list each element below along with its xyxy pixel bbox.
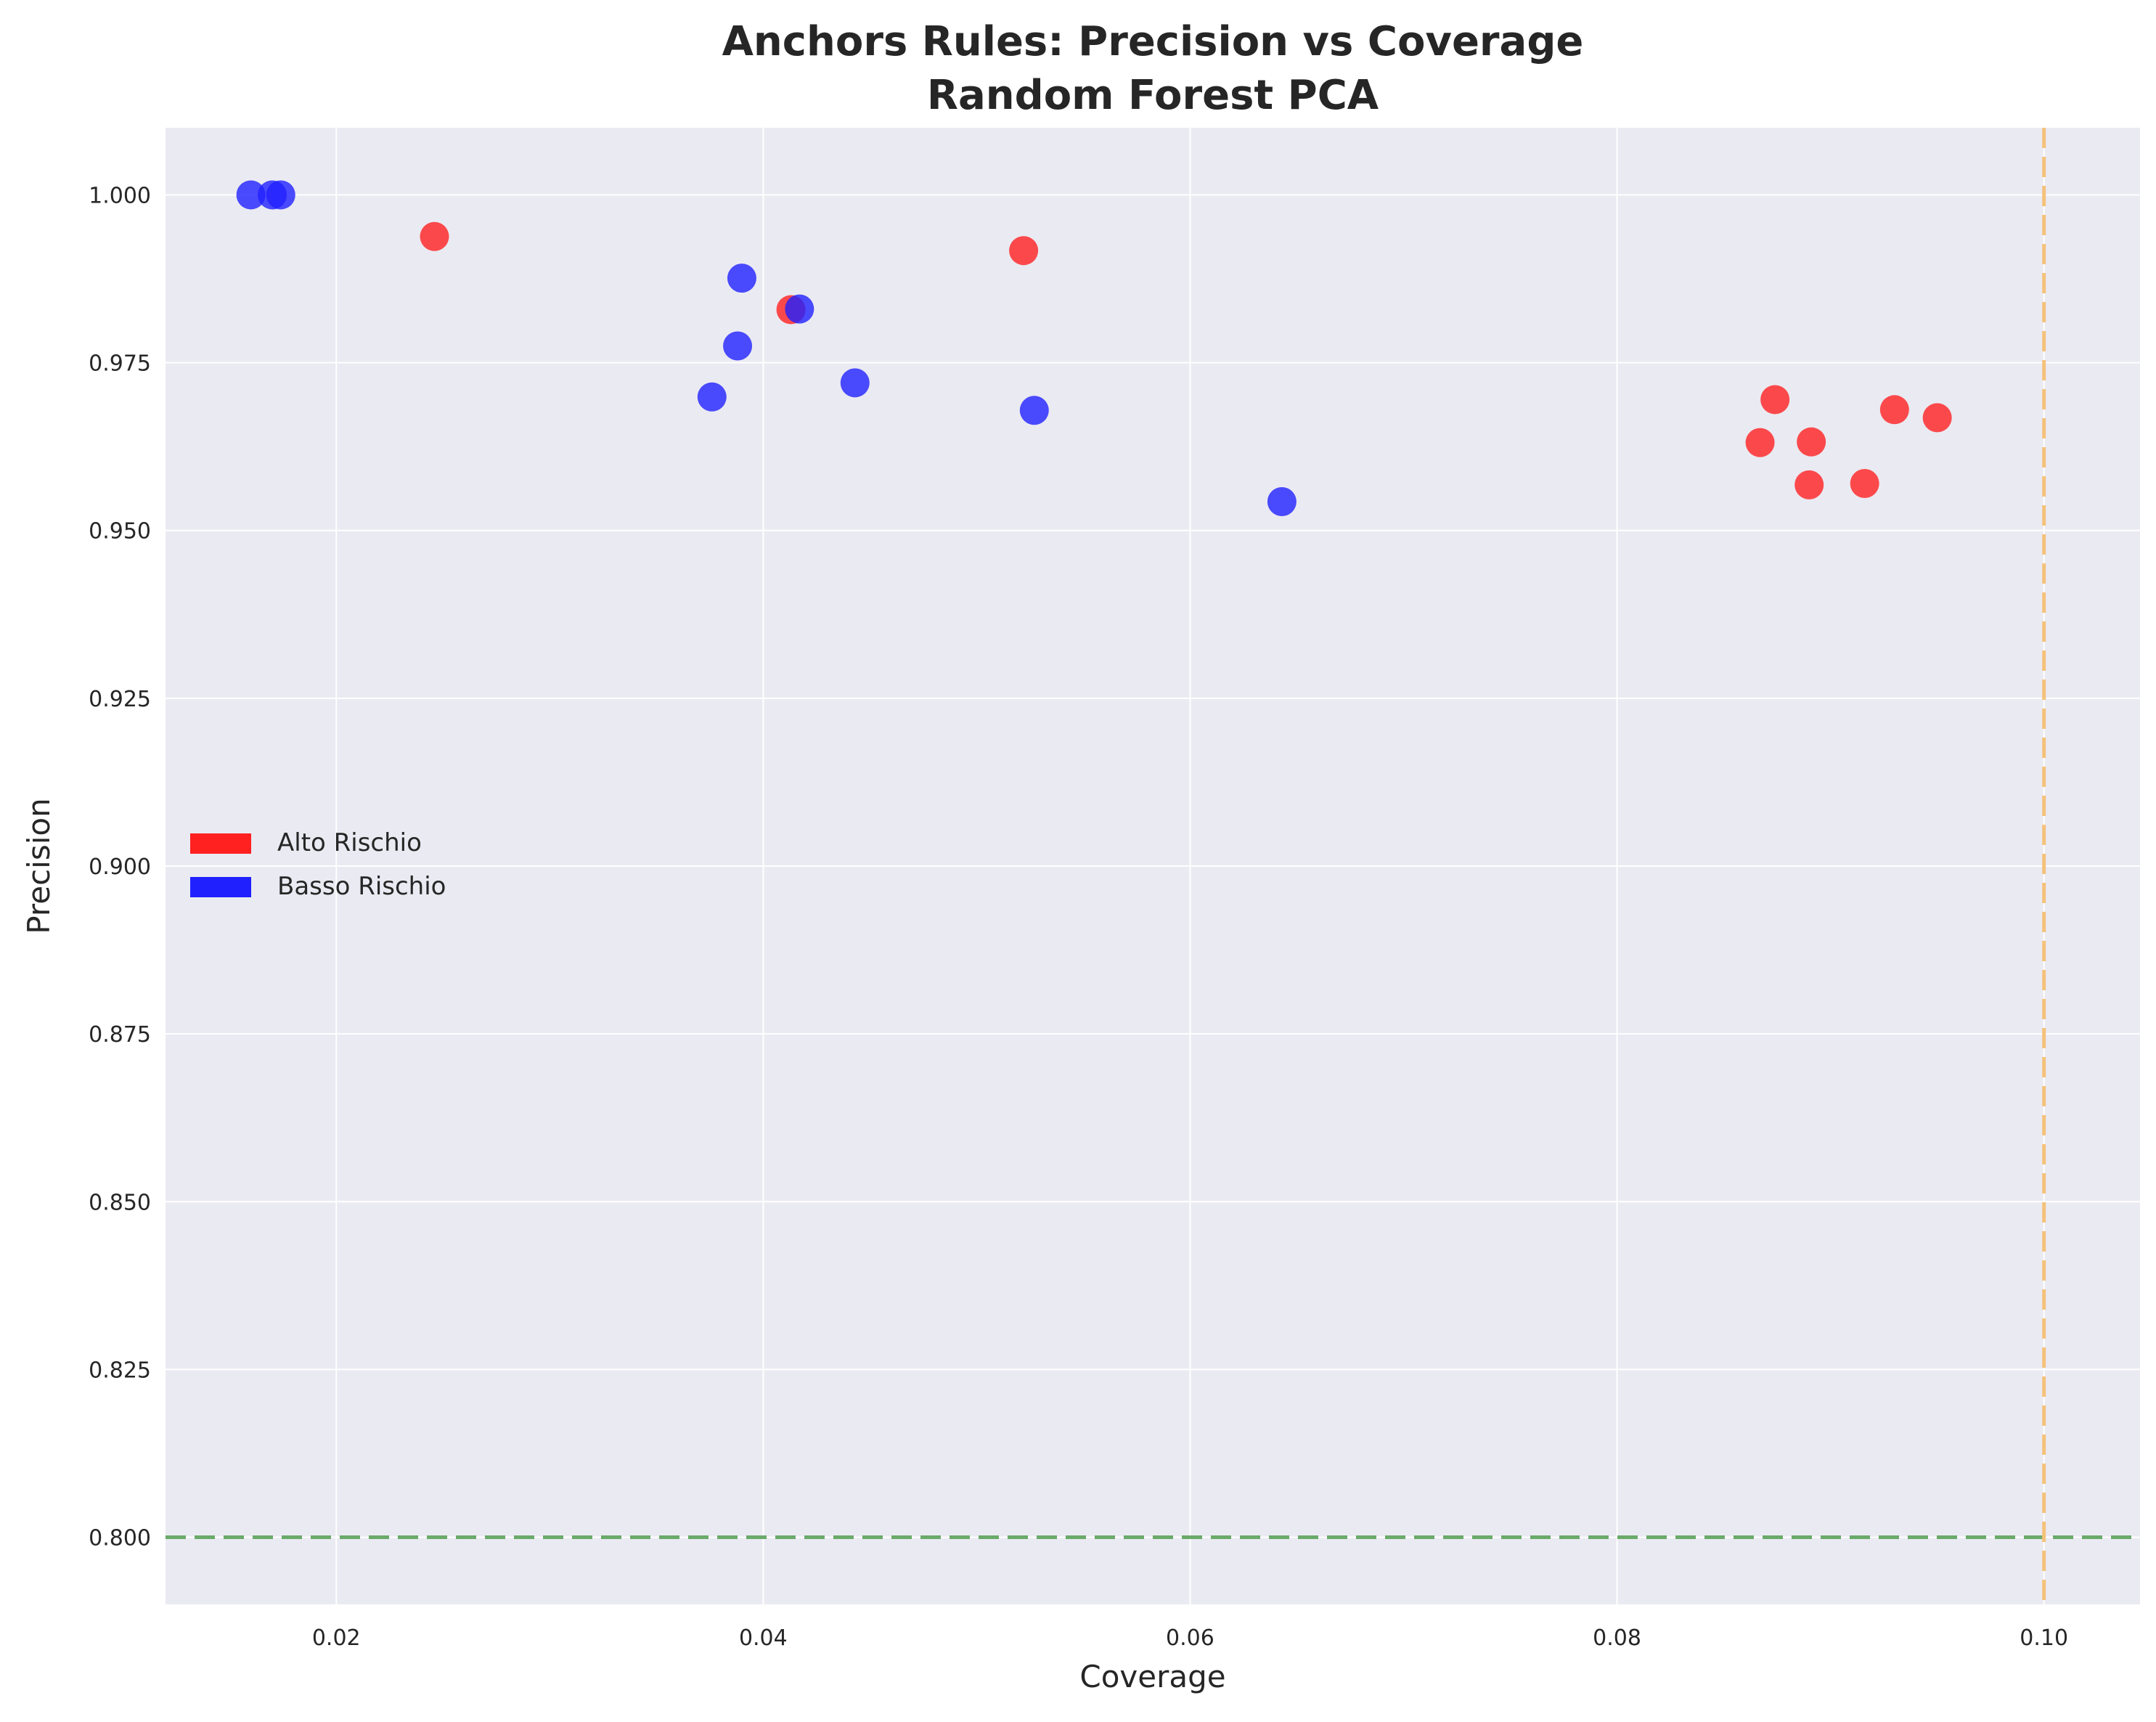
scatter-point-alto-rischio (1760, 385, 1790, 415)
scatter-point-alto-rischio (1794, 470, 1824, 499)
x-axis-label: Coverage (1079, 1659, 1225, 1694)
y-tick-label: 0.850 (89, 1190, 151, 1215)
legend-swatch (190, 833, 251, 854)
y-axis-label: Precision (21, 798, 57, 934)
y-tick-label: 0.900 (89, 854, 151, 880)
x-tick-label: 0.10 (2020, 1625, 2068, 1651)
legend-swatch (190, 877, 251, 897)
x-tick-label: 0.04 (739, 1625, 788, 1651)
chart-subtitle: Random Forest PCA (927, 72, 1379, 119)
scatter-point-basso-rischio (1019, 396, 1049, 425)
y-tick-label: 0.950 (89, 519, 151, 544)
y-tick-label: 0.875 (89, 1022, 151, 1048)
chart-title: Anchors Rules: Precision vs Coverage (722, 18, 1584, 65)
tick-labels: 0.02 0.04 0.06 0.08 0.10 0.800 0.825 0.850 0.875… (89, 183, 2068, 1651)
scatter-point-basso-rischio (266, 180, 295, 210)
legend-label: Basso Rischio (277, 872, 446, 901)
reference-lines (166, 128, 2140, 1604)
y-tick-label: 0.975 (89, 351, 151, 377)
grid-lines (166, 128, 2140, 1604)
x-tick-label: 0.08 (1593, 1625, 1641, 1651)
scatter-point-basso-rischio (785, 294, 814, 324)
y-tick-label: 0.800 (89, 1526, 151, 1551)
scatter-point-basso-rischio (1267, 486, 1297, 516)
data-points (236, 180, 1952, 516)
y-tick-label: 0.925 (89, 687, 151, 712)
scatter-point-alto-rischio (420, 221, 449, 251)
scatter-point-basso-rischio (723, 331, 753, 361)
scatter-point-alto-rischio (1879, 395, 1909, 425)
scatter-point-basso-rischio (840, 368, 870, 398)
scatter-point-alto-rischio (1797, 427, 1826, 457)
y-tick-label: 0.825 (89, 1358, 151, 1383)
y-tick-label: 1.000 (89, 183, 151, 208)
x-tick-label: 0.06 (1166, 1625, 1214, 1651)
scatter-point-alto-rischio (1745, 428, 1775, 457)
scatter-point-basso-rischio (697, 382, 727, 412)
scatter-point-alto-rischio (1850, 469, 1879, 499)
legend-label: Alto Rischio (277, 828, 422, 857)
scatter-point-basso-rischio (727, 264, 756, 293)
legend: Alto Rischio Basso Rischio (190, 828, 446, 901)
scatter-point-alto-rischio (1922, 403, 1952, 433)
x-tick-label: 0.02 (312, 1625, 361, 1651)
scatter-point-basso-rischio (236, 180, 266, 210)
scatter-point-alto-rischio (1009, 236, 1039, 266)
